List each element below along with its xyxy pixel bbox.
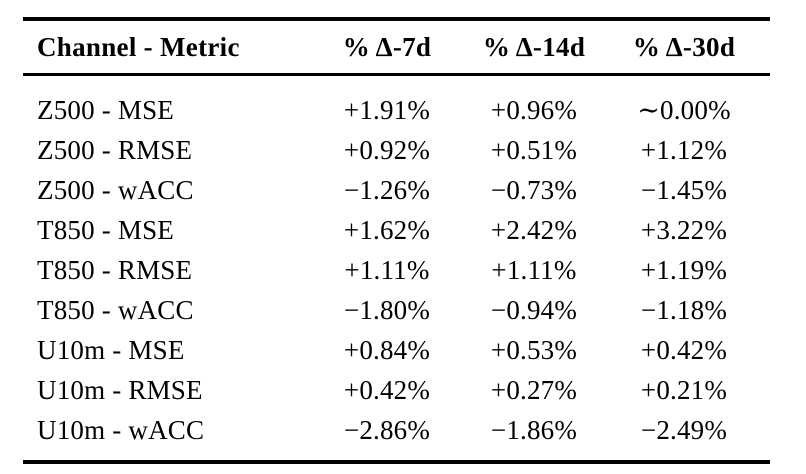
- value-14d: +1.11%: [491, 254, 577, 285]
- value-30d: −2.49%: [640, 414, 728, 445]
- row-label: T850 - wACC: [37, 294, 194, 325]
- value-14d: +0.96%: [490, 94, 578, 125]
- value-7d: +0.84%: [343, 334, 431, 365]
- col-header-channel-metric: Channel - Metric: [23, 19, 304, 76]
- value-7d: −1.26%: [343, 174, 431, 205]
- value-14d: −0.73%: [490, 174, 578, 205]
- row-label: Z500 - MSE: [37, 94, 174, 125]
- value-7d: +1.11%: [344, 254, 430, 285]
- value-30d: +1.12%: [640, 134, 728, 165]
- table-row-z500-wacc: Z500 - wACC −1.26% −0.73% −1.45%: [23, 170, 770, 210]
- table-row-u10m-rmse: U10m - RMSE +0.42% +0.27% +0.21%: [23, 370, 770, 410]
- value-30d: ∼0.00%: [637, 94, 731, 125]
- value-14d: −0.94%: [490, 294, 578, 325]
- row-label: U10m - RMSE: [37, 374, 203, 405]
- table-row-z500-mse: Z500 - MSE +1.91% +0.96% ∼0.00%: [23, 75, 770, 131]
- row-label: T850 - MSE: [37, 214, 174, 245]
- table-row-z500-rmse: Z500 - RMSE +0.92% +0.51% +1.12%: [23, 130, 770, 170]
- col-header-delta-14d: % Δ-14d: [470, 19, 598, 76]
- value-7d: +1.91%: [343, 94, 431, 125]
- row-label: U10m - wACC: [37, 414, 205, 445]
- value-7d: −1.80%: [343, 294, 431, 325]
- row-label: U10m - MSE: [37, 334, 185, 365]
- value-14d: +0.53%: [490, 334, 578, 365]
- col-header-delta-7d: % Δ-7d: [304, 19, 470, 76]
- value-7d: +1.62%: [343, 214, 431, 245]
- value-14d: −1.86%: [490, 414, 578, 445]
- value-30d: −1.18%: [640, 294, 728, 325]
- table-row-u10m-wacc: U10m - wACC −2.86% −1.86% −2.49%: [23, 410, 770, 462]
- value-30d: +1.19%: [640, 254, 728, 285]
- value-14d: +2.42%: [490, 214, 578, 245]
- header-row: Channel - Metric % Δ-7d % Δ-14d % Δ-30d: [23, 19, 770, 76]
- row-label: Z500 - RMSE: [37, 134, 193, 165]
- table-row-t850-rmse: T850 - RMSE +1.11% +1.11% +1.19%: [23, 250, 770, 290]
- value-14d: +0.27%: [490, 374, 578, 405]
- table-row-t850-wacc: T850 - wACC −1.80% −0.94% −1.18%: [23, 290, 770, 330]
- table-row-u10m-mse: U10m - MSE +0.84% +0.53% +0.42%: [23, 330, 770, 370]
- row-label: T850 - RMSE: [37, 254, 193, 285]
- row-label: Z500 - wACC: [37, 174, 194, 205]
- value-30d: +0.21%: [640, 374, 728, 405]
- channel-metric-delta-table: Channel - Metric % Δ-7d % Δ-14d % Δ-30d …: [23, 17, 770, 464]
- value-30d: −1.45%: [640, 174, 728, 205]
- table-row-t850-mse: T850 - MSE +1.62% +2.42% +3.22%: [23, 210, 770, 250]
- value-30d: +0.42%: [640, 334, 728, 365]
- value-7d: +0.92%: [343, 134, 431, 165]
- value-7d: −2.86%: [343, 414, 431, 445]
- value-7d: +0.42%: [343, 374, 431, 405]
- value-14d: +0.51%: [490, 134, 578, 165]
- value-30d: +3.22%: [640, 214, 728, 245]
- col-header-delta-30d: % Δ-30d: [598, 19, 770, 76]
